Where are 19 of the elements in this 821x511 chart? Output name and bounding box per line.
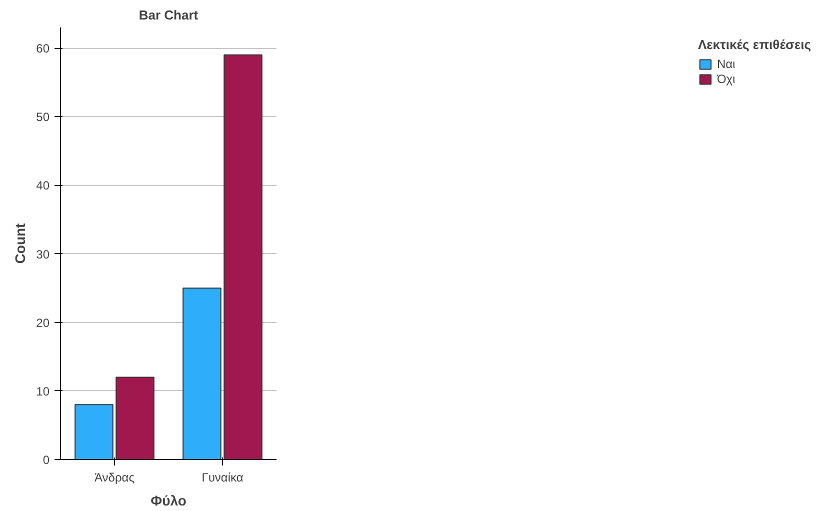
y-tick-label: 60 xyxy=(36,42,50,56)
y-tick-label: 20 xyxy=(36,316,50,330)
y-tick-label: 40 xyxy=(36,178,50,193)
legend-title: Λεκτικές επιθέσεις xyxy=(698,37,811,52)
x-axis-title: Φύλο xyxy=(150,492,186,508)
chart-title: Bar Chart xyxy=(138,8,199,22)
y-tick-label: 30 xyxy=(36,247,50,262)
bar xyxy=(116,376,154,460)
x-tick-label: Γυναίκα xyxy=(202,470,244,484)
y-tick-label: 50 xyxy=(36,110,50,124)
y-tick-label: 0 xyxy=(42,453,50,467)
legend-label: Ναι xyxy=(716,57,736,71)
bar xyxy=(224,54,262,460)
bar xyxy=(182,288,222,460)
bar xyxy=(74,404,114,460)
legend-label: Όχι xyxy=(716,72,736,86)
y-tick-label: 10 xyxy=(36,384,50,398)
y-axis-title: Count xyxy=(12,222,28,264)
x-tick-label: Άνδρας xyxy=(94,470,135,484)
